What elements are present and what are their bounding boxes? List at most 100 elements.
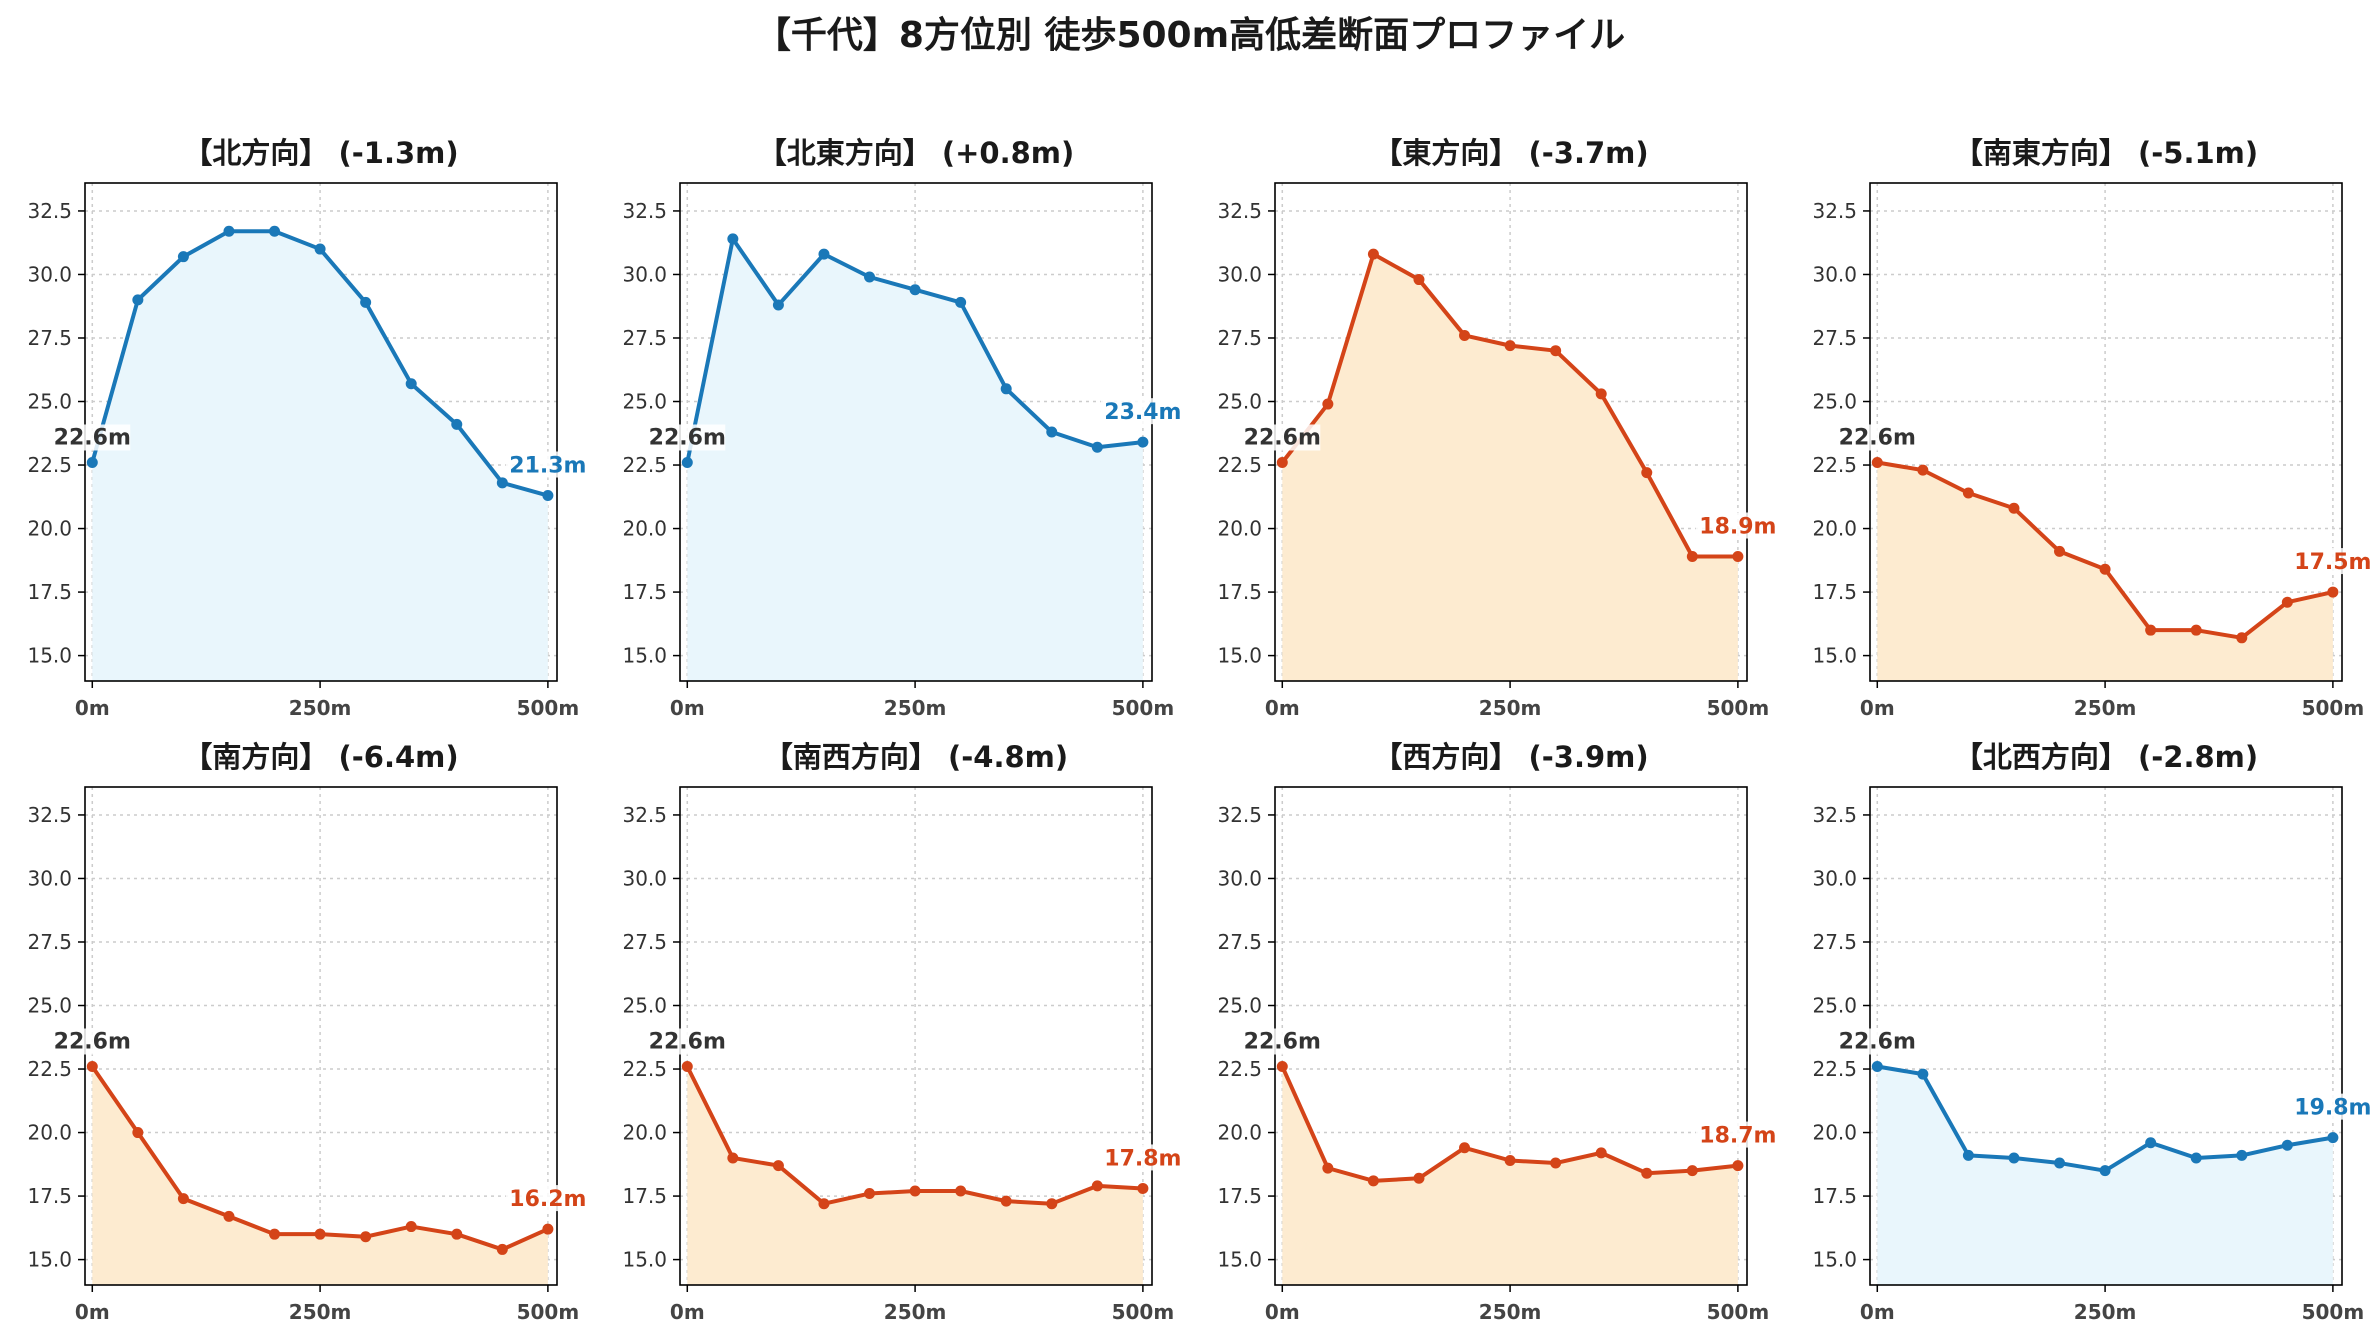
x-tick-label: 500m (517, 696, 580, 720)
end-label: 23.4m (1104, 400, 1181, 425)
x-tick-label: 0m (670, 1300, 705, 1324)
data-point (909, 1185, 921, 1197)
data-point (1459, 1142, 1471, 1154)
y-tick-label: 32.5 (1812, 199, 1857, 223)
data-point (1641, 467, 1653, 479)
x-tick-label: 250m (2074, 696, 2137, 720)
data-point (2327, 1132, 2339, 1144)
start-label-bg (1839, 1028, 1916, 1055)
data-point (269, 1228, 281, 1240)
start-label: 22.6m (1244, 425, 1321, 450)
y-tick-label: 22.5 (622, 1057, 667, 1081)
x-tick-label: 250m (2074, 1300, 2137, 1324)
end-label-bg (505, 451, 586, 478)
x-tick-label: 500m (2302, 696, 2365, 720)
data-point (2145, 1137, 2157, 1149)
data-point (2190, 1152, 2202, 1164)
end-label-bg (1695, 1121, 1776, 1148)
y-tick-label: 25.0 (27, 994, 72, 1018)
subplot-6: 【南西方向】 (-4.8m) 15.0 17.5 20.0 22.5 25.0 27.5 30… (622, 740, 1181, 1324)
subplot-5: 【南方向】 (-6.4m) 15.0 17.5 20.0 22.5 25.0 27.5 30.… (27, 740, 586, 1324)
y-tick-label: 30.0 (1812, 866, 1857, 890)
y-tick-label: 22.5 (1812, 1057, 1857, 1081)
y-tick-label: 32.5 (27, 803, 72, 827)
x-tick-label: 0m (1265, 1300, 1300, 1324)
y-tick-label: 25.0 (622, 390, 667, 414)
start-label-bg (1244, 424, 1321, 451)
data-point (2008, 1152, 2020, 1164)
y-tick-label: 20.0 (1812, 517, 1857, 541)
subplot-title: 【南西方向】 (-4.8m) (764, 740, 1068, 774)
y-tick-label: 17.5 (622, 1184, 667, 1208)
data-point (772, 1160, 784, 1172)
y-tick-label: 27.5 (622, 326, 667, 350)
start-label: 22.6m (1839, 425, 1916, 450)
data-point (269, 225, 281, 237)
area-fill (92, 1066, 548, 1285)
y-tick-label: 20.0 (1217, 1121, 1262, 1145)
x-tick-label: 250m (1479, 696, 1542, 720)
start-label: 22.6m (649, 425, 726, 450)
y-tick-label: 27.5 (1217, 326, 1262, 350)
end-label-bg (2290, 1093, 2371, 1120)
start-label: 22.6m (1244, 1029, 1321, 1054)
data-point (496, 477, 508, 489)
x-tick-label: 0m (1860, 696, 1895, 720)
data-point (2145, 624, 2157, 636)
y-tick-label: 17.5 (1812, 580, 1857, 604)
data-point (681, 456, 693, 468)
y-tick-label: 15.0 (1217, 644, 1262, 668)
start-label-bg (54, 424, 131, 451)
end-label: 17.5m (2294, 550, 2371, 575)
y-tick-label: 17.5 (1217, 580, 1262, 604)
y-tick-label: 30.0 (27, 866, 72, 890)
y-tick-label: 30.0 (1217, 866, 1262, 890)
subplot-title: 【北西方向】 (-2.8m) (1954, 740, 2258, 774)
data-point (360, 1231, 372, 1243)
subplot-title: 【南方向】 (-6.4m) (183, 740, 458, 774)
y-tick-label: 22.5 (622, 453, 667, 477)
data-point (2236, 1149, 2248, 1161)
start-label-bg (54, 1028, 131, 1055)
y-tick-label: 27.5 (1812, 326, 1857, 350)
y-tick-label: 32.5 (1812, 803, 1857, 827)
y-tick-label: 15.0 (622, 644, 667, 668)
x-tick-label: 0m (1265, 696, 1300, 720)
data-point (864, 1188, 876, 1200)
start-label-bg (649, 1028, 726, 1055)
x-tick-label: 250m (289, 696, 352, 720)
data-point (955, 1185, 967, 1197)
data-point (772, 299, 784, 311)
y-tick-label: 27.5 (1812, 930, 1857, 954)
data-point (223, 225, 235, 237)
y-tick-label: 17.5 (622, 580, 667, 604)
y-tick-label: 17.5 (27, 580, 72, 604)
y-tick-label: 25.0 (27, 390, 72, 414)
end-label: 18.7m (1699, 1124, 1776, 1149)
y-tick-label: 15.0 (622, 1248, 667, 1272)
data-point (496, 1243, 508, 1255)
subplot-title: 【東方向】 (-3.7m) (1373, 136, 1648, 170)
data-point (909, 284, 921, 296)
data-point (1137, 1182, 1149, 1194)
data-point (1367, 248, 1379, 260)
data-point (1686, 1165, 1698, 1177)
x-tick-label: 500m (2302, 1300, 2365, 1324)
data-point (681, 1060, 693, 1072)
x-tick-label: 250m (884, 1300, 947, 1324)
data-point (1276, 456, 1288, 468)
data-point (451, 418, 463, 430)
data-point (177, 251, 189, 263)
data-point (1000, 1195, 1012, 1207)
y-tick-label: 32.5 (622, 199, 667, 223)
data-point (542, 490, 554, 502)
area-fill (687, 238, 1143, 682)
y-tick-label: 30.0 (1217, 262, 1262, 286)
data-point (1917, 464, 1929, 476)
data-point (1962, 487, 1974, 499)
data-point (1322, 398, 1334, 410)
end-label: 17.8m (1104, 1146, 1181, 1171)
data-point (1686, 551, 1698, 562)
end-label: 16.2m (509, 1187, 586, 1212)
